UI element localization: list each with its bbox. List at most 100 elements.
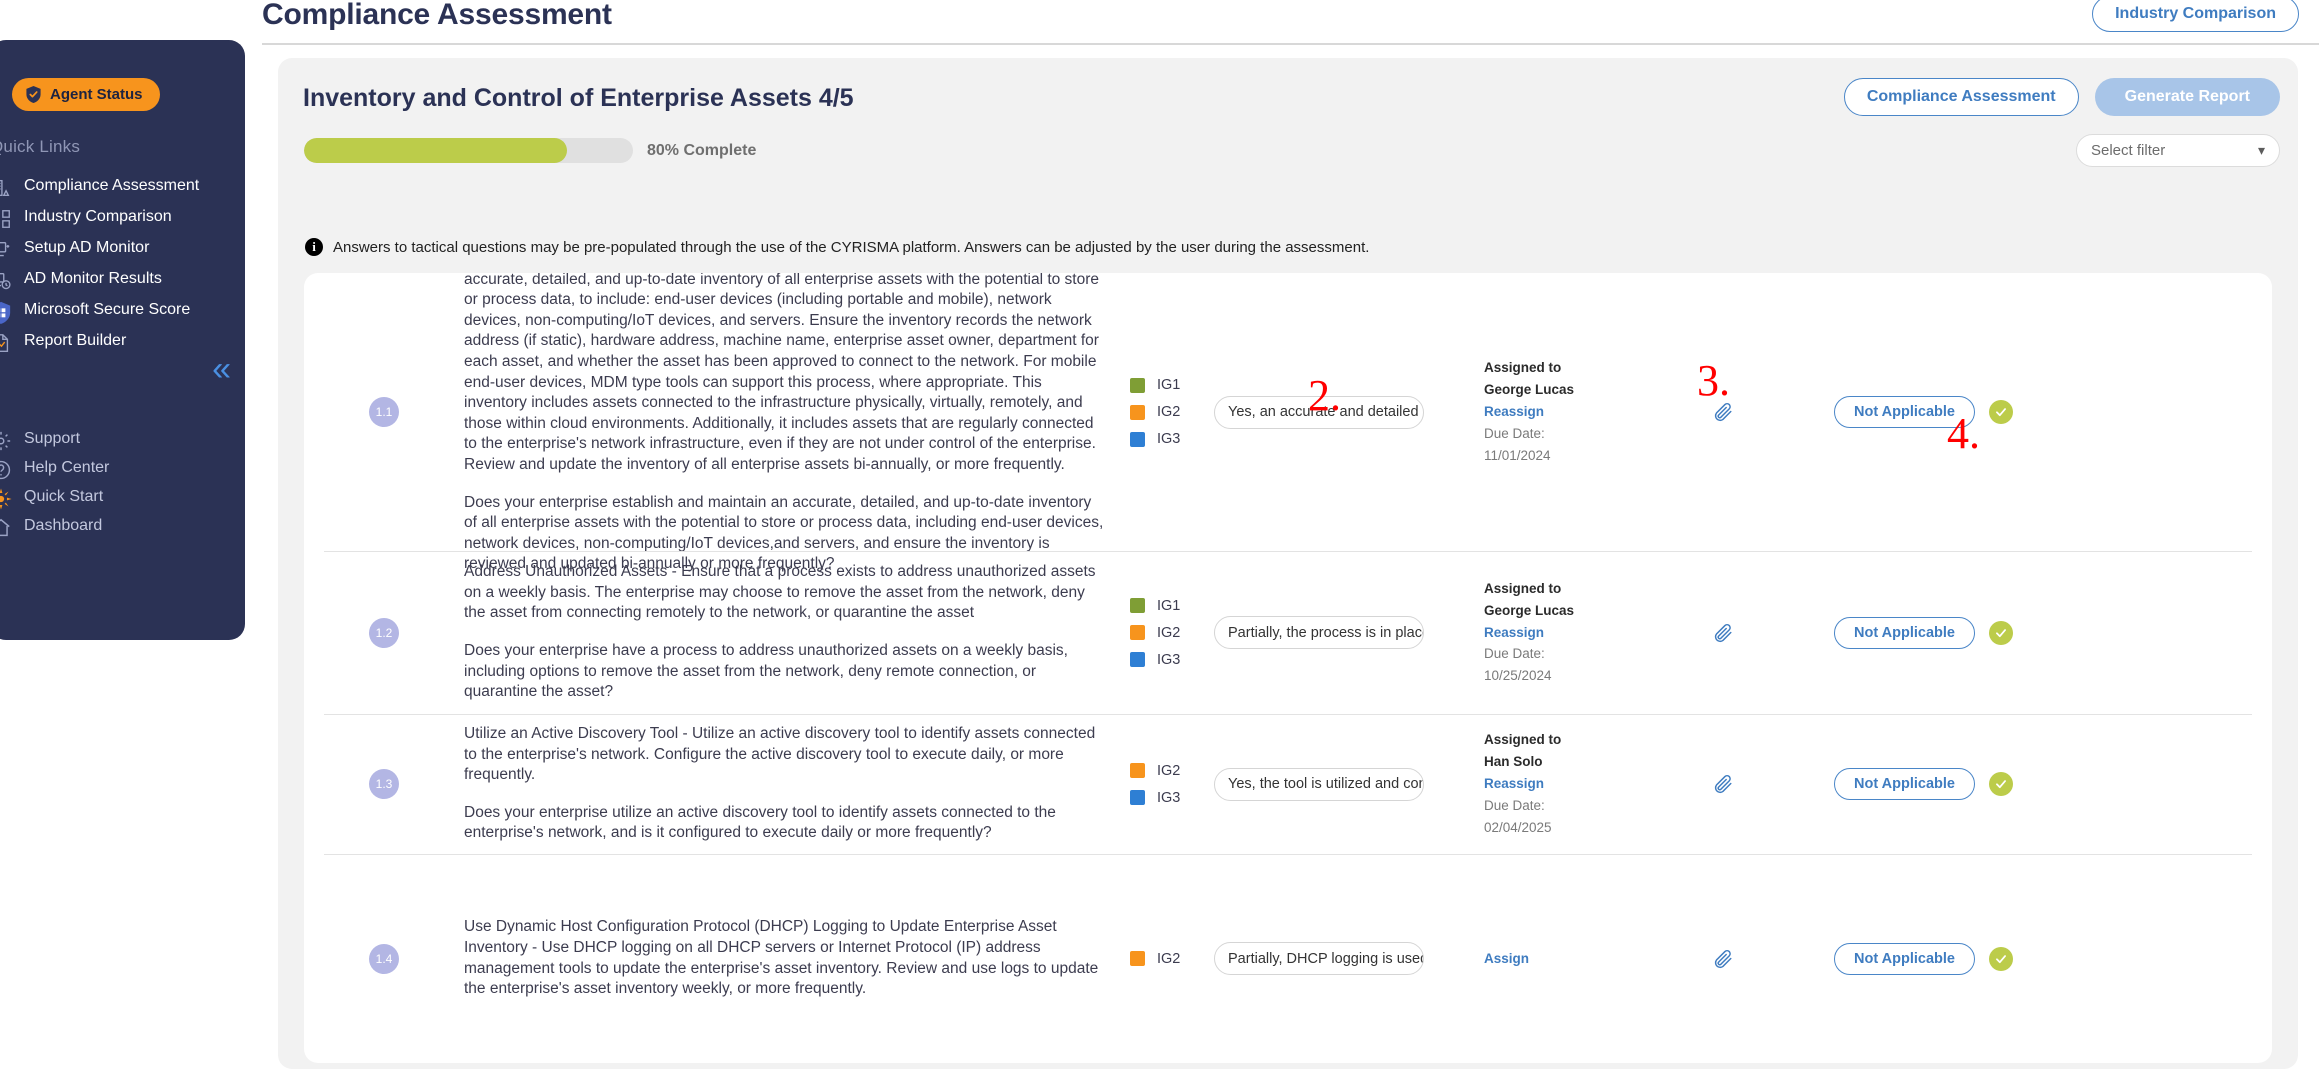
ig-badge-ig2: IG2 <box>1130 404 1214 420</box>
ig-badge-ig3: IG3 <box>1130 652 1214 668</box>
reassign-link[interactable]: Reassign <box>1484 404 1545 420</box>
implementation-group-cell: IG1 IG2 IG3 <box>1104 587 1214 679</box>
complete-check-icon[interactable] <box>1988 946 2013 971</box>
sidebar-item-support[interactable]: Support <box>0 425 245 454</box>
sidebar-item-quick-start[interactable]: Quick Start <box>0 483 245 512</box>
report-chart-icon <box>0 332 12 352</box>
reassign-link[interactable]: Reassign <box>1484 624 1545 640</box>
status-cell: Not Applicable <box>1834 616 2034 649</box>
assignee-name: George Lucas <box>1484 382 1575 398</box>
question-circle-icon <box>0 459 12 480</box>
not-applicable-button[interactable]: Not Applicable <box>1834 942 1975 975</box>
question-number-cell: 1.1 <box>304 397 464 427</box>
question-text-cell: Address Unauthorized Assets - Ensure tha… <box>464 556 1104 709</box>
question-prompt: Does your enterprise utilize an active d… <box>464 803 1056 842</box>
answer-dropdown[interactable]: Partially, DHCP logging is used but n...… <box>1214 942 1424 975</box>
answer-cell: Partially, the process is in place but .… <box>1214 616 1484 649</box>
paperclip-icon[interactable] <box>1712 401 1734 423</box>
answer-cell: Yes, the tool is utilized and configur..… <box>1214 767 1484 801</box>
progress-bar-fill <box>304 138 568 163</box>
network-compare-icon <box>0 208 12 228</box>
answer-dropdown[interactable]: Yes, the tool is utilized and configur..… <box>1214 767 1424 801</box>
generate-report-button[interactable]: Generate Report <box>2094 78 2280 116</box>
answer-dropdown[interactable]: Yes, an accurate and detailed invent...▾ <box>1214 395 1424 429</box>
building-chart-icon <box>0 177 12 197</box>
sidebar-item-label: AD Monitor Results <box>24 270 162 287</box>
ig-badge-ig1: IG1 <box>1130 598 1214 614</box>
progress-bar-track <box>304 138 633 163</box>
monitor-setup-icon <box>0 239 12 259</box>
status-cell: Not Applicable <box>1834 396 2034 428</box>
assignee-name: Han Solo <box>1484 754 1543 770</box>
progress-label: 80% Complete <box>647 141 757 159</box>
sparkle-icon <box>0 488 12 510</box>
chevron-down-icon: ▾ <box>2257 142 2265 158</box>
attachment-cell <box>1684 773 1834 795</box>
sidebar-item-compliance-assessment[interactable]: Compliance Assessment <box>0 171 245 202</box>
sidebar-item-label: Report Builder <box>24 332 127 349</box>
row-divider <box>324 551 2252 552</box>
answer-cell: Partially, DHCP logging is used but n...… <box>1214 942 1484 975</box>
complete-check-icon[interactable] <box>1988 772 2013 796</box>
ig-label: IG1 <box>1157 597 1181 614</box>
sidebar-item-setup-ad-monitor[interactable]: Setup AD Monitor <box>0 233 245 264</box>
reassign-link[interactable]: Assign <box>1484 950 1530 966</box>
answer-value: Yes, the tool is utilized and configur..… <box>1228 776 1423 792</box>
select-filter-value: Select filter <box>2091 142 2166 159</box>
info-banner: i Answers to tactical questions may be p… <box>305 238 1369 256</box>
question-prompt: Does your enterprise have a process to a… <box>464 642 1068 701</box>
agent-status-button[interactable]: Agent Status <box>12 78 160 111</box>
ig-label: IG1 <box>1157 377 1181 393</box>
answer-value: Yes, an accurate and detailed invent... <box>1228 404 1423 420</box>
assignment-cell: Assigned to George Lucas Reassign Due Date:… <box>1484 578 1684 687</box>
compliance-assessment-button[interactable]: Compliance Assessment <box>1843 78 2079 116</box>
due-date-value: 11/01/2024 <box>1484 447 1551 463</box>
sidebar-item-help-center[interactable]: Help Center <box>0 454 245 483</box>
question-number-badge: 1.3 <box>369 769 399 799</box>
select-filter-dropdown[interactable]: Select filter ▾ <box>2076 134 2280 167</box>
info-message: Answers to tactical questions may be pre… <box>333 238 1370 256</box>
question-row: 1.3 Utilize an Active Discovery Tool - Ut… <box>304 714 2272 854</box>
gear-icon <box>0 430 12 451</box>
not-applicable-button[interactable]: Not Applicable <box>1834 616 1975 649</box>
info-icon: i <box>305 238 323 256</box>
paperclip-icon[interactable] <box>1712 773 1734 795</box>
chevron-double-left-icon[interactable]: « <box>212 350 231 388</box>
question-number-badge: 1.1 <box>369 397 399 427</box>
sidebar-item-ad-monitor-results[interactable]: AD Monitor Results <box>0 264 245 295</box>
row-divider <box>324 714 2252 715</box>
reassign-link[interactable]: Reassign <box>1484 776 1545 792</box>
paperclip-icon[interactable] <box>1712 948 1734 970</box>
ig-color-swatch <box>1130 763 1145 778</box>
monitor-clock-icon <box>0 270 12 290</box>
attachment-cell <box>1684 401 1834 423</box>
complete-check-icon[interactable] <box>1988 620 2013 645</box>
ig-badge-ig3: IG3 <box>1130 431 1214 447</box>
question-description: Use Dynamic Host Configuration Protocol … <box>464 918 1099 998</box>
question-row: 1.2 Address Unauthorized Assets - Ensure … <box>304 551 2272 714</box>
not-applicable-button[interactable]: Not Applicable <box>1834 768 1975 800</box>
question-row: 1.4 Use Dynamic Host Configuration Protoc… <box>304 854 2272 1063</box>
sidebar-item-dashboard[interactable]: Dashboard <box>0 512 245 541</box>
question-text-cell: Use Dynamic Host Configuration Protocol … <box>464 911 1104 1005</box>
question-prompt: Does your enterprise establish and maint… <box>464 493 1104 573</box>
answer-dropdown[interactable]: Partially, the process is in place but .… <box>1214 616 1424 649</box>
quick-links-heading: Quick Links <box>0 137 81 156</box>
due-date-label: Due Date: <box>1484 425 1545 441</box>
ig-color-swatch <box>1130 652 1145 667</box>
complete-check-icon[interactable] <box>1988 400 2013 424</box>
sidebar-item-industry-comparison[interactable]: Industry Comparison <box>0 202 245 233</box>
sidebar-item-report-builder[interactable]: Report Builder <box>0 326 245 357</box>
assigned-to-label: Assigned to <box>1484 732 1562 748</box>
industry-comparison-button[interactable]: Industry Comparison <box>2092 0 2299 32</box>
paperclip-icon[interactable] <box>1712 622 1734 644</box>
sidebar-item-microsoft-secure-score[interactable]: Microsoft Secure Score <box>0 295 245 326</box>
ig-label: IG2 <box>1157 404 1181 420</box>
ig-color-swatch <box>1130 625 1145 640</box>
agent-status-label: Agent Status <box>50 86 143 103</box>
not-applicable-button[interactable]: Not Applicable <box>1834 396 1975 428</box>
question-number-cell: 1.2 <box>304 617 464 648</box>
question-number-cell: 1.3 <box>304 769 464 799</box>
ig-label: IG3 <box>1157 651 1181 668</box>
question-row: 1.1 Establish and Maintain Detailed Enter… <box>304 273 2272 572</box>
